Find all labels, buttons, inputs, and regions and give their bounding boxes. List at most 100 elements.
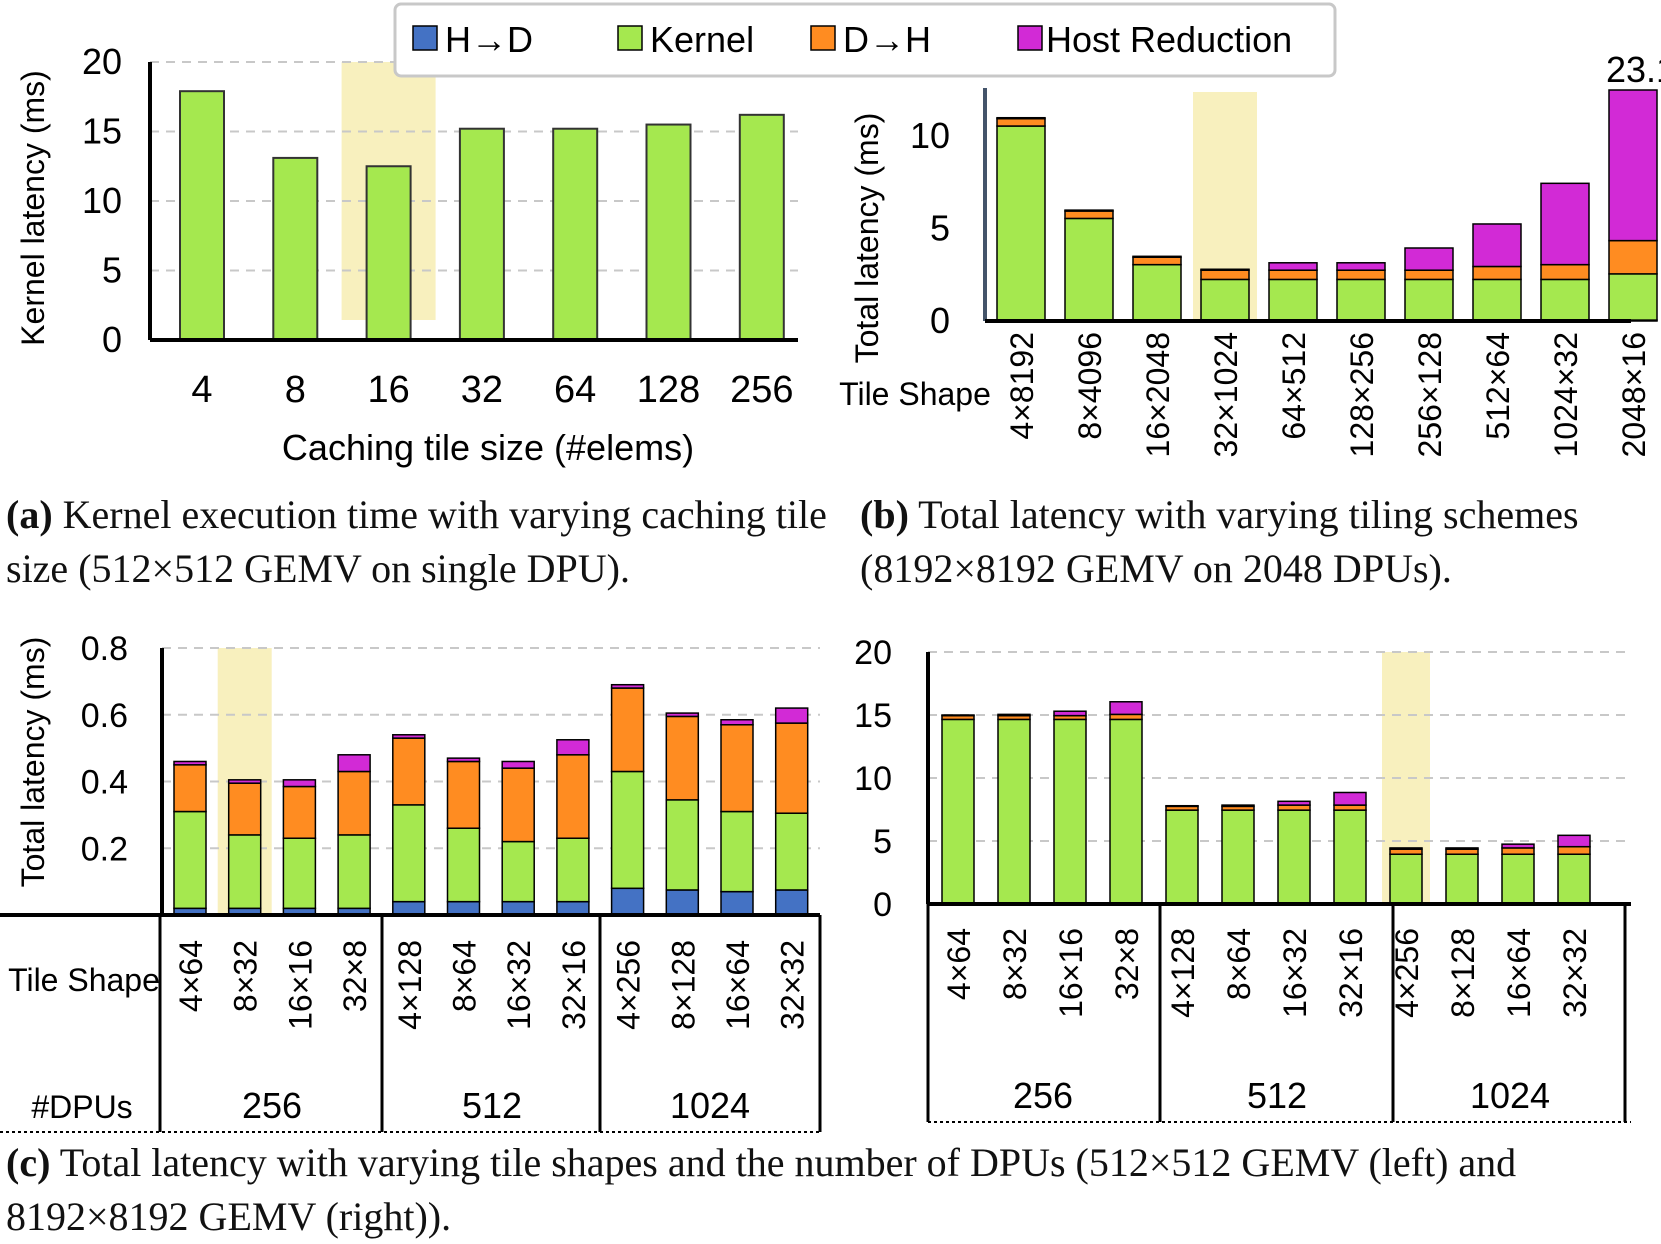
bar-segment [1268, 262, 1318, 271]
legend-label-kernel: Kernel [650, 19, 754, 60]
bar-segment [1109, 718, 1143, 905]
bar-segment [1557, 853, 1591, 905]
panel-a-xlabel: Caching tile size (#elems) [282, 427, 694, 468]
bar-segment [996, 117, 1046, 127]
bar-segment [1109, 713, 1143, 721]
bar-segment [1200, 268, 1250, 271]
bar-segment [774, 889, 809, 916]
x-tick-label: 256 [730, 369, 793, 411]
bar-segment [1336, 262, 1386, 271]
x-tick-label: 4×128 [1165, 928, 1201, 1018]
bar-segment [1501, 847, 1535, 855]
bar-segment [665, 715, 700, 801]
bar-4 [179, 90, 225, 341]
bar-segment [1389, 853, 1423, 905]
y-tick-label: 20 [82, 41, 122, 82]
x-tick-label: 1024×32 [1548, 332, 1584, 457]
y-tick-label: 10 [910, 115, 950, 156]
bar-segment [997, 713, 1031, 717]
bar-16 [365, 165, 412, 341]
panel-c-left-row-label: Tile Shape [8, 962, 160, 998]
bar-segment [997, 718, 1031, 905]
y-tick-label: 5 [873, 823, 892, 861]
y-tick-label: 0.8 [81, 630, 128, 668]
bar-segment [556, 754, 590, 839]
bar-segment [1540, 182, 1590, 266]
x-tick-label: 16×16 [1053, 928, 1089, 1018]
bar-segment [1445, 847, 1479, 850]
bar-segment [1064, 210, 1114, 220]
x-tick-label: 4×8192 [1004, 332, 1040, 440]
bar-segment [227, 834, 262, 910]
bar-segment [1608, 273, 1658, 321]
legend-swatch-d2h [810, 25, 836, 51]
group-label: 1024 [1470, 1075, 1550, 1116]
x-tick-label: 8×128 [1445, 928, 1481, 1018]
caption-b: (b) Total latency with varying tiling sc… [860, 488, 1650, 596]
bar-segment [227, 779, 262, 784]
x-tick-label: 32×8 [337, 940, 373, 1012]
bar-segment [774, 707, 809, 724]
y-tick-label: 15 [82, 111, 122, 152]
legend-swatch-kernel [617, 25, 643, 51]
x-tick-label: 8×32 [228, 940, 264, 1012]
bar-segment [556, 739, 590, 756]
bar-segment [665, 712, 700, 718]
x-tick-label: 32×32 [1557, 928, 1593, 1018]
x-tick-label: 4 [191, 369, 212, 411]
bar-segment [1200, 278, 1250, 321]
bar-segment [1132, 255, 1182, 258]
bar-segment [665, 889, 700, 916]
caption-b-label: (b) [860, 492, 909, 537]
x-tick-label: 128 [637, 369, 700, 411]
x-tick-label: 4×256 [611, 940, 647, 1030]
caption-c-text: Total latency with varying tile shapes a… [6, 1140, 1517, 1239]
group-label: 512 [1247, 1075, 1307, 1116]
legend-label-d2h: D→H [843, 19, 931, 60]
bar-128 [645, 123, 692, 341]
bar-segment [1064, 217, 1114, 321]
bar-segment [392, 737, 426, 806]
bar-segment [1268, 278, 1318, 321]
x-tick-label: 32×16 [556, 940, 592, 1030]
group-label: 1024 [670, 1085, 750, 1126]
bar-segment [996, 125, 1046, 321]
bar-segment [1557, 834, 1591, 848]
bar-segment [720, 890, 754, 916]
bar-segment [1404, 278, 1454, 321]
bar-segment [1333, 809, 1367, 905]
bar-segment [1540, 263, 1590, 281]
bar-segment [774, 812, 809, 891]
bar-segment [556, 900, 590, 916]
y-tick-label: 5 [102, 250, 122, 291]
bar-segment [1200, 269, 1250, 281]
bar-segment [282, 785, 317, 839]
panel-c-left-group-label: #DPUs [31, 1089, 132, 1125]
bar-segment [446, 757, 481, 763]
x-tick-label: 16×64 [720, 940, 756, 1030]
bar-32 [458, 127, 505, 341]
x-tick-label: 4×64 [173, 940, 209, 1012]
bar-64 [552, 127, 599, 341]
legend-label-h2d: H→D [445, 19, 533, 60]
bar-segment [1221, 804, 1255, 808]
bar-segment [1165, 809, 1199, 905]
x-tick-label: 8×4096 [1072, 332, 1108, 440]
legend-swatch-h2d [412, 25, 438, 51]
bar-segment [1132, 256, 1182, 266]
panel-c-right-8192-gemv: 0 5 10 15 20 4×64 8×32 16×16 32×8 4×128 8×64 16×32 3… [854, 634, 1631, 1123]
x-tick-label: 32×16 [1333, 928, 1369, 1018]
x-tick-label: 8×32 [997, 928, 1033, 1000]
x-tick-label: 256×128 [1412, 332, 1448, 457]
bar-segment [501, 767, 535, 843]
panel-b-ylabel: Total latency (ms) [849, 113, 885, 364]
x-tick-label: 8×128 [665, 940, 701, 1030]
panel-b-total-latency-tiling: Total latency (ms) Tile Shape 0 5 10 4×8192… [839, 49, 1661, 457]
y-tick-label: 0.6 [81, 697, 128, 735]
bar-segment [282, 779, 317, 788]
bar-segment [1608, 239, 1658, 275]
bar-segment [392, 734, 426, 739]
bar-segment [1333, 791, 1367, 806]
bar-segment [392, 804, 426, 903]
